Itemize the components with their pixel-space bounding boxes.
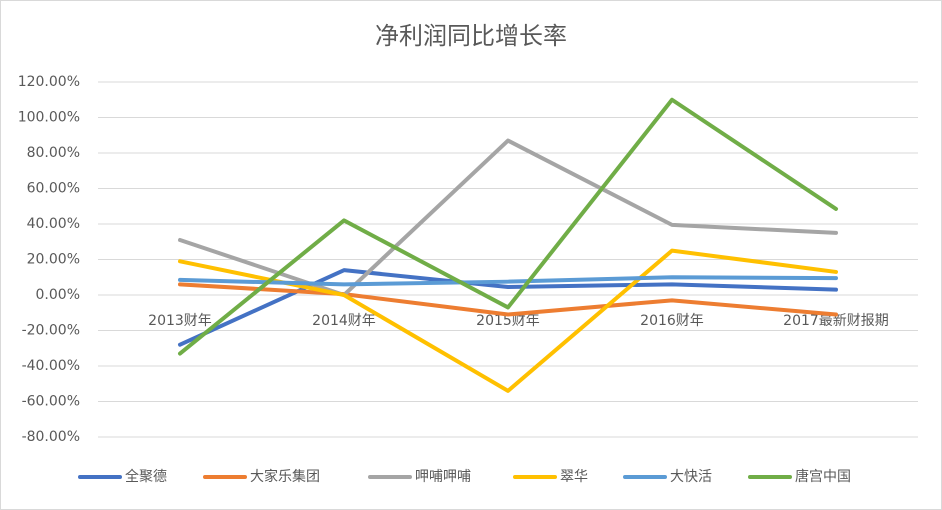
y-tick-label: 120.00% [18, 74, 80, 90]
series-line [178, 268, 838, 347]
y-tick-label: 80.00% [27, 145, 80, 161]
y-tick-label: 0.00% [36, 287, 80, 303]
legend-label: 呷哺呷哺 [415, 469, 471, 485]
y-tick-label: -60.00% [22, 394, 80, 410]
series-line [178, 275, 838, 287]
legend-label: 唐宫中国 [795, 468, 851, 485]
legend-label: 大快活 [670, 469, 712, 485]
series-line [178, 282, 838, 317]
y-tick-label: 60.00% [27, 181, 80, 197]
y-tick-label: -40.00% [22, 358, 80, 374]
x-tick-label: 2017最新财报期 [783, 313, 889, 329]
series-line [178, 97, 838, 356]
legend-label: 翠华 [560, 469, 588, 485]
x-tick-label: 2016财年 [640, 313, 704, 329]
legend-label: 全聚德 [125, 468, 167, 485]
y-tick-label: 40.00% [27, 216, 80, 232]
series-line [178, 138, 838, 297]
x-tick-label: 2015财年 [476, 313, 540, 329]
y-tick-label: -20.00% [22, 323, 80, 339]
chart-title: 净利润同比增长率 [375, 22, 567, 50]
y-tick-label: -80.00% [22, 429, 80, 445]
x-tick-label: 2014财年 [312, 313, 376, 329]
legend-label: 大家乐集团 [250, 468, 320, 485]
y-tick-label: 100.00% [18, 110, 80, 126]
x-tick-label: 2013财年 [148, 313, 212, 329]
y-tick-label: 20.00% [27, 252, 80, 268]
